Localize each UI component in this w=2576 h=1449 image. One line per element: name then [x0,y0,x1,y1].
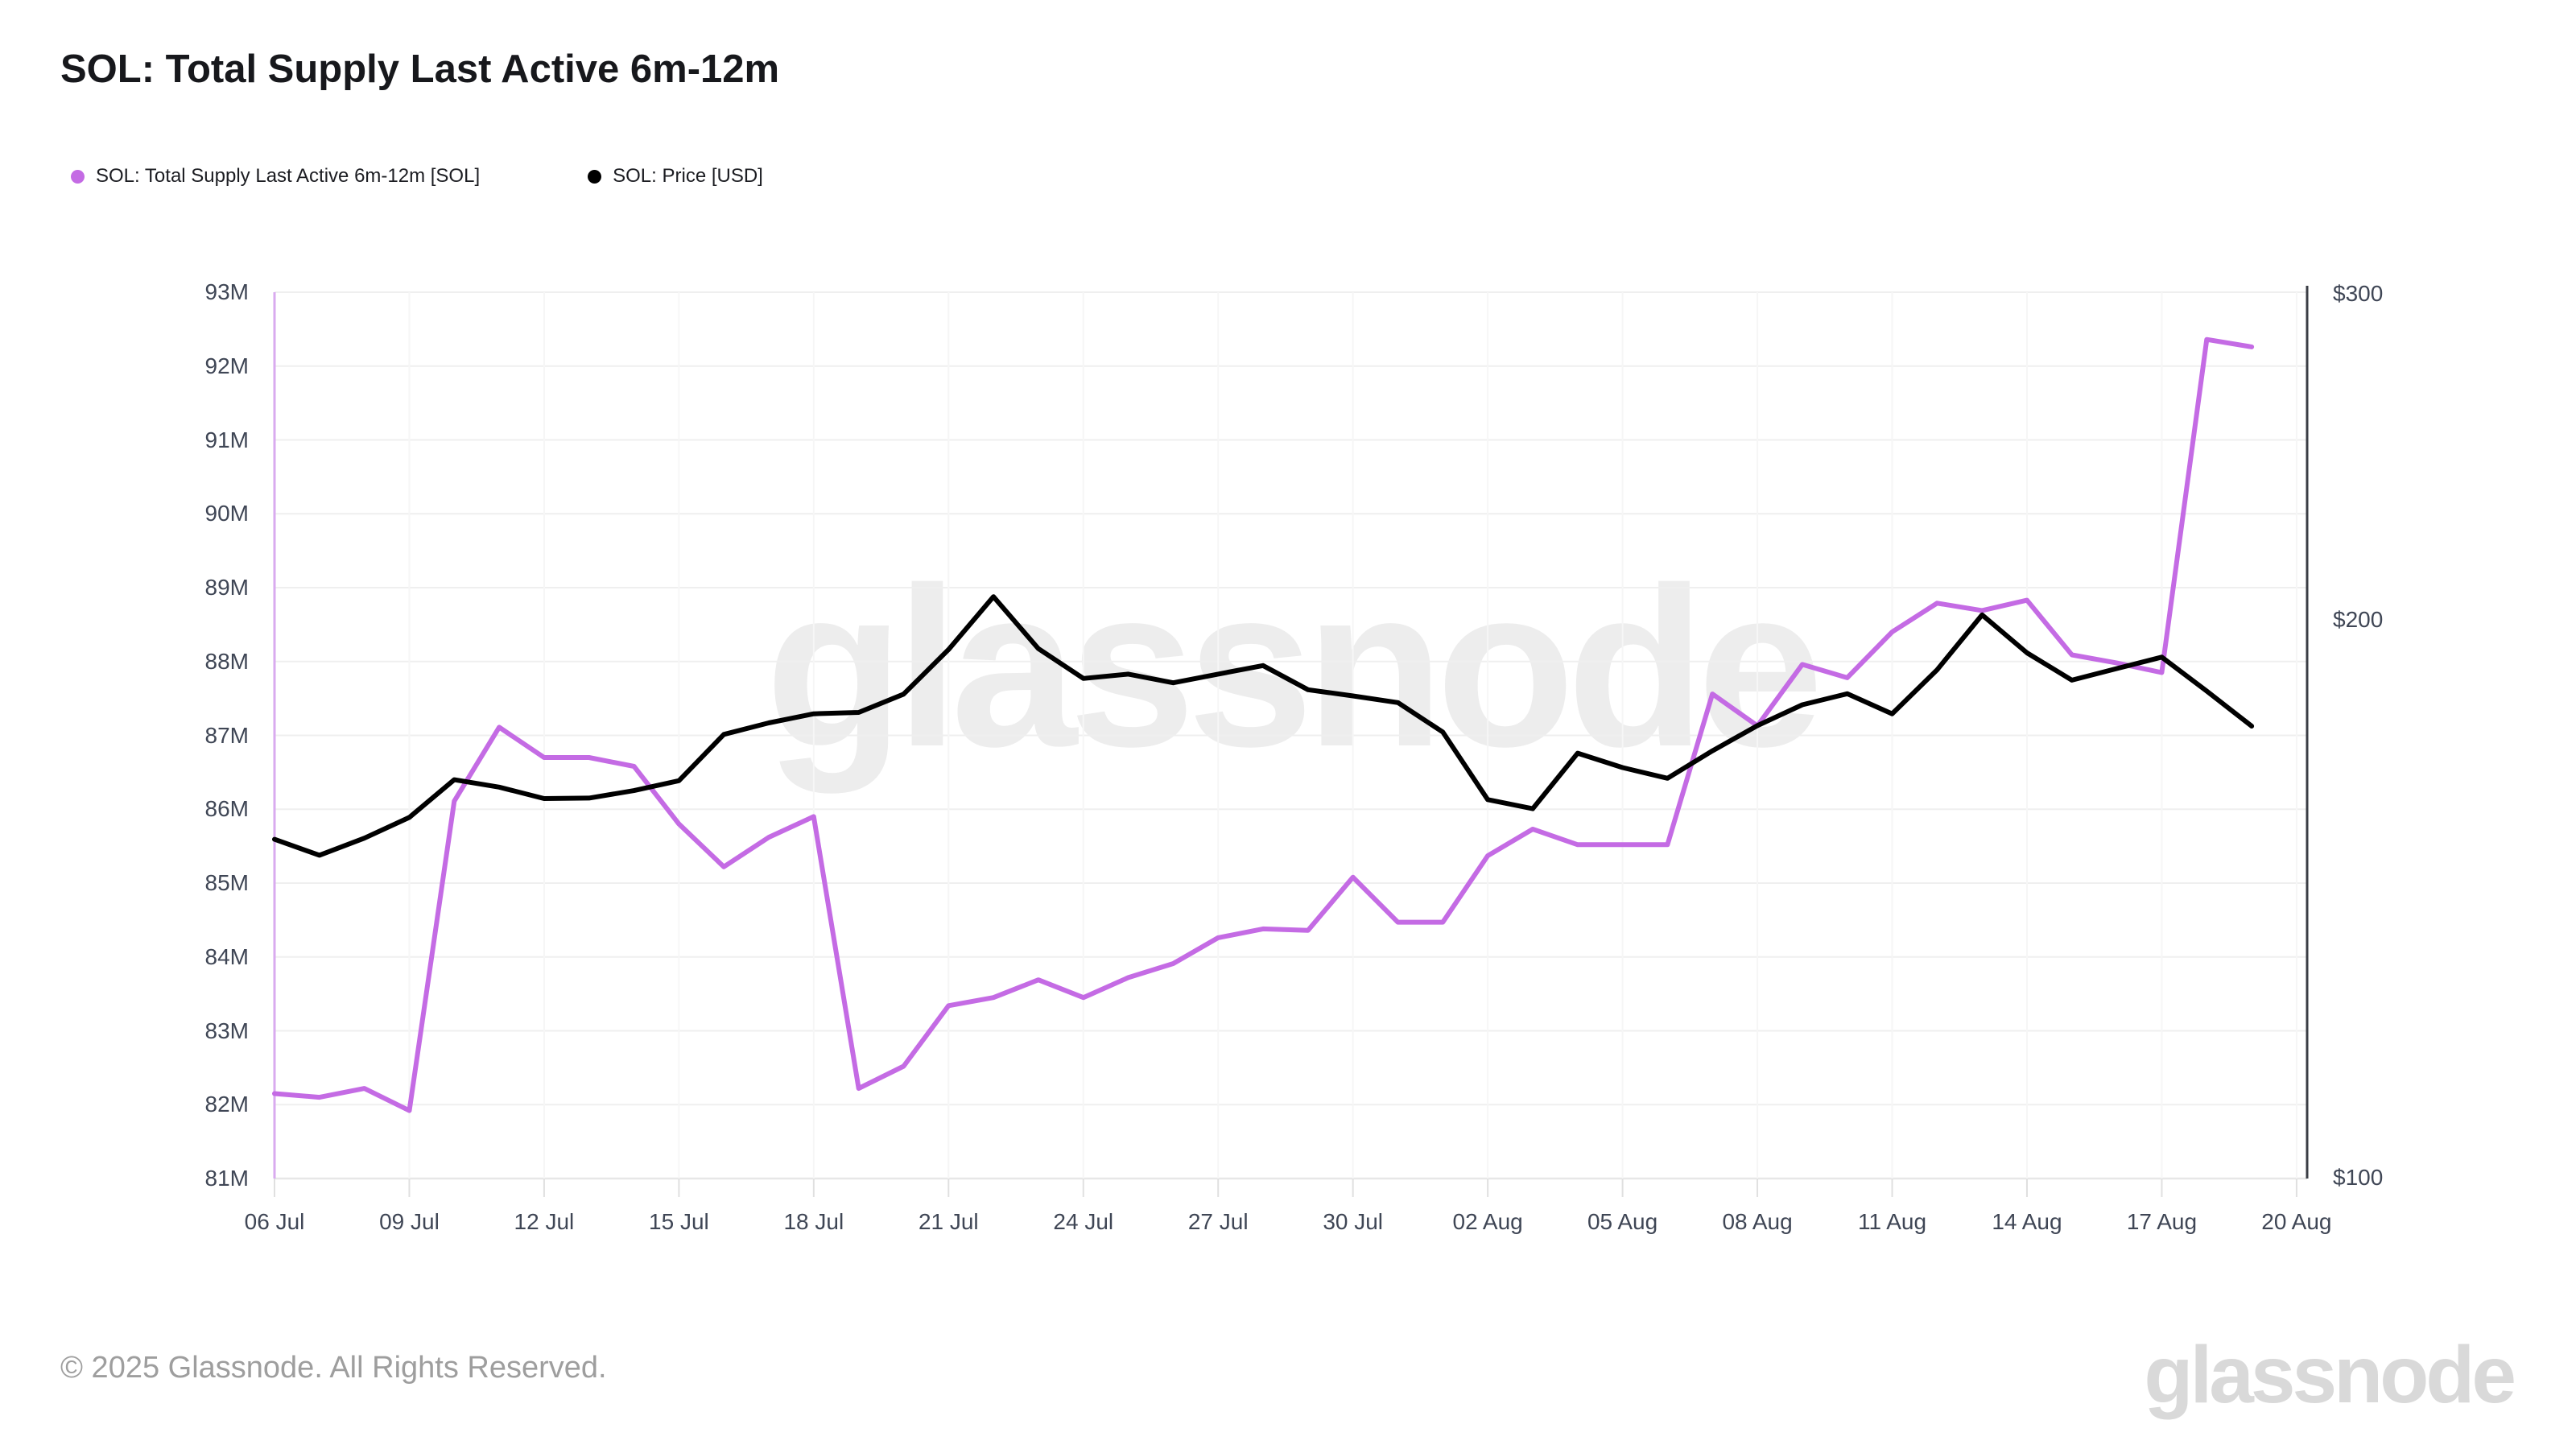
x-axis-label: 17 Aug [2126,1209,2198,1234]
x-axis-label: 08 Aug [1722,1209,1793,1234]
supply-series-line[interactable] [272,336,2255,1113]
x-axis-label: 14 Aug [1992,1209,2062,1234]
y-axis-label-right: $300 [2333,281,2384,306]
y-axis-label-left: 85M [204,870,249,895]
x-axis-label: 30 Jul [1323,1209,1384,1234]
x-axis-label: 21 Jul [918,1209,979,1234]
y-axis-label-left: 93M [204,279,249,304]
y-axis-label-left: 81M [204,1166,249,1191]
y-axis-label-left: 86M [204,796,249,822]
y-axis-label-left: 91M [204,427,249,452]
y-axis-label-right: $200 [2333,607,2384,633]
y-axis-label-left: 88M [204,648,249,674]
legend-item-label: SOL: Price [USD] [613,165,763,187]
copyright-text: © 2025 Glassnode. All Rights Reserved. [60,1351,607,1385]
x-axis-label: 06 Jul [244,1209,305,1234]
y-axis-label-left: 84M [204,943,249,969]
legend-item-label: SOL: Total Supply Last Active 6m-12m [SO… [96,165,481,187]
x-axis-label: 18 Jul [783,1209,844,1234]
legend-item-price[interactable]: SOL: Price [USD] [588,165,763,188]
chart-legend: SOL: Total Supply Last Active 6m-12m [SO… [71,163,860,190]
y-axis-label-left: 83M [204,1018,249,1043]
price-series-line[interactable] [272,594,2255,858]
y-axis-label-left: 90M [204,501,249,526]
y-axis-label-right: $100 [2333,1165,2384,1190]
legend-dot-icon [71,169,85,184]
x-axis-label: 02 Aug [1452,1209,1523,1234]
x-axis-label: 05 Aug [1587,1209,1658,1234]
x-axis-label: 12 Jul [514,1209,575,1234]
page-title: SOL: Total Supply Last Active 6m-12m [60,47,780,91]
x-axis-label: 24 Jul [1053,1209,1114,1234]
x-axis-label: 15 Jul [649,1209,709,1234]
y-axis-label-left: 89M [204,575,249,600]
glassnode-watermark: glassnode [765,540,1824,794]
x-axis-label: 20 Aug [2261,1209,2332,1234]
glassnode-logo: glassnode [2144,1330,2516,1420]
x-axis-label: 09 Jul [379,1209,440,1234]
x-axis-label: 27 Jul [1187,1209,1249,1234]
legend-item-supply[interactable]: SOL: Total Supply Last Active 6m-12m [SO… [71,165,480,188]
legend-dot-icon [588,169,602,184]
y-axis-label-left: 82M [204,1092,249,1117]
y-axis-label-left: 87M [204,722,249,748]
y-axis-label-left: 92M [204,353,249,378]
x-axis-label: 11 Aug [1857,1209,1927,1234]
